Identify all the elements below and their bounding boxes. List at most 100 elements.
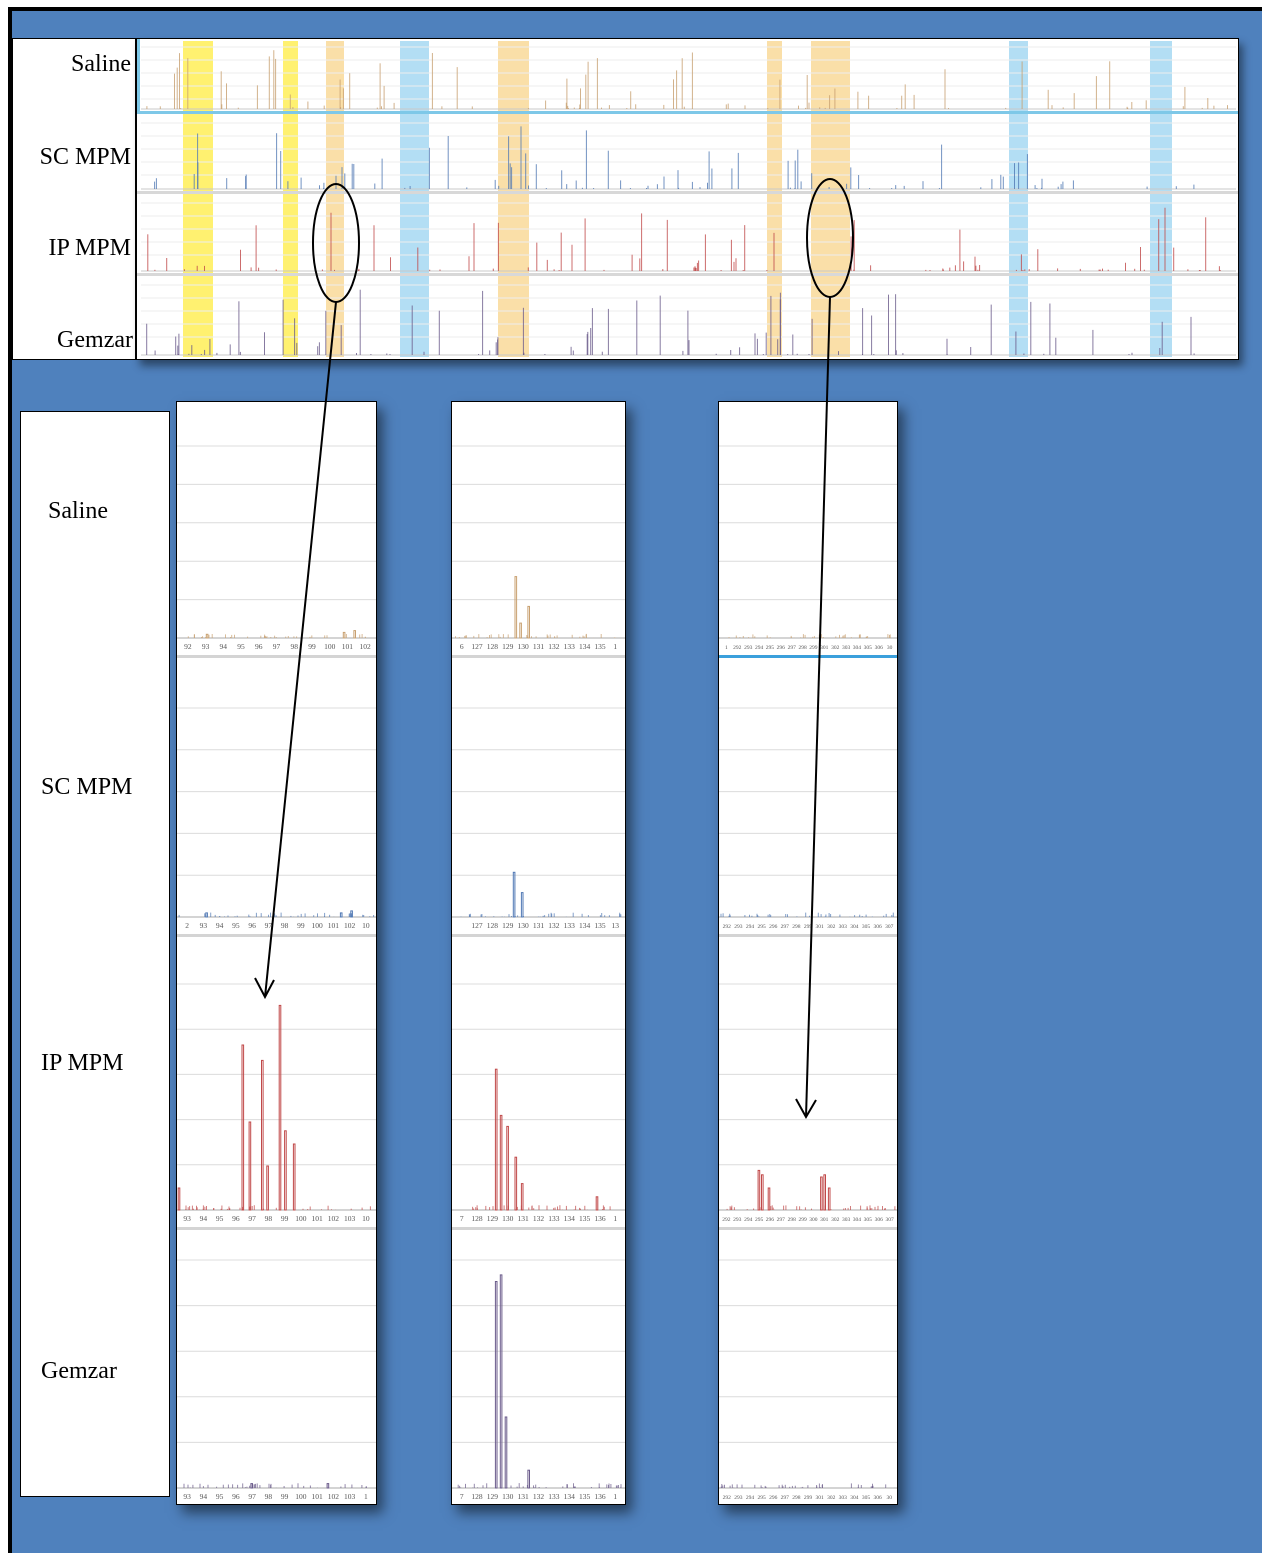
detail-peak-5 <box>823 1174 827 1211</box>
x-tick-label: 94 <box>220 642 228 651</box>
detail-row-divider <box>177 655 376 658</box>
x-tick-label: 95 <box>232 921 240 930</box>
x-tick-label: 304 <box>853 645 862 651</box>
detail-label-sc-mpm: SC MPM <box>41 774 133 800</box>
x-tick-label: 305 <box>864 1217 873 1223</box>
x-tick-label: 98 <box>265 1492 273 1501</box>
overview-label-gemzar: Gemzar <box>57 327 133 353</box>
x-tick-label: 131 <box>517 1492 529 1501</box>
x-tick-label: 97 <box>248 1214 256 1223</box>
x-tick-label: 127 <box>471 921 483 930</box>
detail-peak-3 <box>261 1059 264 1211</box>
x-tick-label: 130 <box>517 921 529 930</box>
x-tick-label: 101 <box>311 1214 323 1223</box>
x-tick-label: 1 <box>725 645 728 651</box>
highlight-region-5 <box>498 41 529 357</box>
overview-left-axis <box>137 39 140 111</box>
x-tick-label: 93 <box>202 642 210 651</box>
x-tick-label: 129 <box>502 642 514 651</box>
highlight-region-6 <box>767 41 782 357</box>
x-tick-label: 100 <box>295 1492 307 1501</box>
x-tick-label: 133 <box>564 642 576 651</box>
callout-ellipse-left <box>312 183 360 303</box>
x-tick-label: 293 <box>734 924 743 930</box>
x-tick-label: 97 <box>265 921 273 930</box>
detail-peak-8 <box>177 1187 181 1211</box>
x-tick-label: 30 <box>887 645 893 651</box>
x-tick-label: 303 <box>839 1495 848 1501</box>
x-tick-label: 301 <box>820 1217 829 1223</box>
overview-label-sc-mpm: SC MPM <box>39 144 131 170</box>
detail-peak-2 <box>520 892 524 918</box>
x-tick-label: 95 <box>216 1214 224 1223</box>
x-tick-label: 299 <box>798 1217 807 1223</box>
detail-peak-5 <box>520 1183 524 1211</box>
x-tick-label: 134 <box>564 1214 576 1223</box>
x-tick-label: 93 <box>183 1492 191 1501</box>
x-tick-label: 100 <box>295 1214 307 1223</box>
detail-peak-6 <box>827 1187 831 1211</box>
detail-peak-6 <box>284 1130 287 1211</box>
highlight-region-9 <box>1150 41 1172 357</box>
detail-panel-2: 6 127 128 129 130 131 132 133 134 135 1 127 128 129 13… <box>451 401 626 1505</box>
x-tick-label: 296 <box>769 924 778 930</box>
x-tick-label: 99 <box>297 921 305 930</box>
x-tick-label: 296 <box>777 645 786 651</box>
x-tick-label: 1 <box>613 1214 617 1223</box>
callout-arrow-right-head <box>795 1098 817 1120</box>
detail-row-divider <box>177 934 376 937</box>
highlight-region-8 <box>1009 41 1028 357</box>
x-tick-label: 130 <box>502 1492 514 1501</box>
x-tick-label: 94 <box>216 921 224 930</box>
callout-arrow-left-head <box>254 977 275 1000</box>
detail-peak-1 <box>250 1483 254 1489</box>
overview-row-divider <box>137 111 1238 114</box>
x-tick-label: 293 <box>744 645 753 651</box>
x-tick-label: 133 <box>564 921 576 930</box>
x-tick-label: 93 <box>200 921 208 930</box>
callout-ellipse-right <box>806 178 854 298</box>
x-tick-label: 136 <box>594 1214 606 1223</box>
x-tick-label: 10 <box>362 1214 370 1223</box>
detail-label-column: Saline SC MPM IP MPM Gemzar <box>20 411 170 1497</box>
detail-row-divider <box>452 1227 625 1230</box>
x-tick-label: 99 <box>308 642 316 651</box>
detail-row-divider <box>719 934 897 937</box>
x-tick-label: 305 <box>862 924 871 930</box>
detail-peak-1 <box>205 633 209 639</box>
x-tick-label: 103 <box>344 1214 356 1223</box>
x-tick-label: 302 <box>831 645 840 651</box>
x-tick-label: 132 <box>548 921 560 930</box>
x-tick-label: 99 <box>281 1492 289 1501</box>
x-tick-label: 303 <box>842 645 851 651</box>
x-tick-label: 95 <box>237 642 245 651</box>
x-tick-label: 131 <box>517 1214 529 1223</box>
x-tick-label: 131 <box>533 921 545 930</box>
x-tick-label: 295 <box>755 1217 764 1223</box>
detail-peak-4 <box>527 1469 531 1489</box>
x-tick-label: 135 <box>594 921 606 930</box>
x-tick-label: 98 <box>290 642 298 651</box>
detail-peak-5 <box>278 1004 282 1211</box>
x-tick-label: 132 <box>533 1214 545 1223</box>
x-tick-label: 298 <box>798 645 807 651</box>
detail-peak-2 <box>342 631 346 639</box>
x-tick-label: 132 <box>533 1492 545 1501</box>
x-tick-label: 129 <box>502 921 514 930</box>
x-tick-label: 292 <box>733 645 742 651</box>
x-tick-label: 128 <box>487 921 499 930</box>
x-tick-label: 130 <box>517 642 529 651</box>
x-tick-label: 135 <box>579 1214 591 1223</box>
overview-chart <box>136 38 1239 360</box>
x-tick-label: 94 <box>200 1214 208 1223</box>
x-tick-label: 1 <box>613 642 617 651</box>
detail-row-divider <box>719 655 897 658</box>
x-tick-label: 297 <box>781 924 790 930</box>
detail-peak-1 <box>241 1044 245 1211</box>
detail-label-gemzar: Gemzar <box>41 1358 117 1384</box>
detail-peak-3 <box>506 1125 509 1211</box>
x-tick-label: 298 <box>792 924 801 930</box>
